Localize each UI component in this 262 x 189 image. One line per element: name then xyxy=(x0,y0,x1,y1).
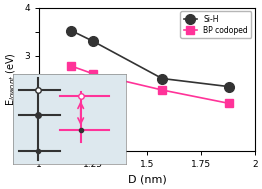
Si-H xyxy=(161,77,164,80)
Line: BP codoped: BP codoped xyxy=(68,62,233,107)
Si-H xyxy=(70,29,73,32)
X-axis label: D (nm): D (nm) xyxy=(128,175,166,185)
Legend: Si-H, BP codoped: Si-H, BP codoped xyxy=(181,12,251,38)
Y-axis label: E$_{low opt}$ (eV): E$_{low opt}$ (eV) xyxy=(4,53,19,106)
BP codoped xyxy=(227,102,231,105)
Si-H xyxy=(91,40,95,42)
BP codoped xyxy=(91,73,95,75)
Si-H xyxy=(227,85,231,88)
BP codoped xyxy=(70,65,73,67)
BP codoped xyxy=(161,89,164,91)
Line: Si-H: Si-H xyxy=(67,26,234,91)
